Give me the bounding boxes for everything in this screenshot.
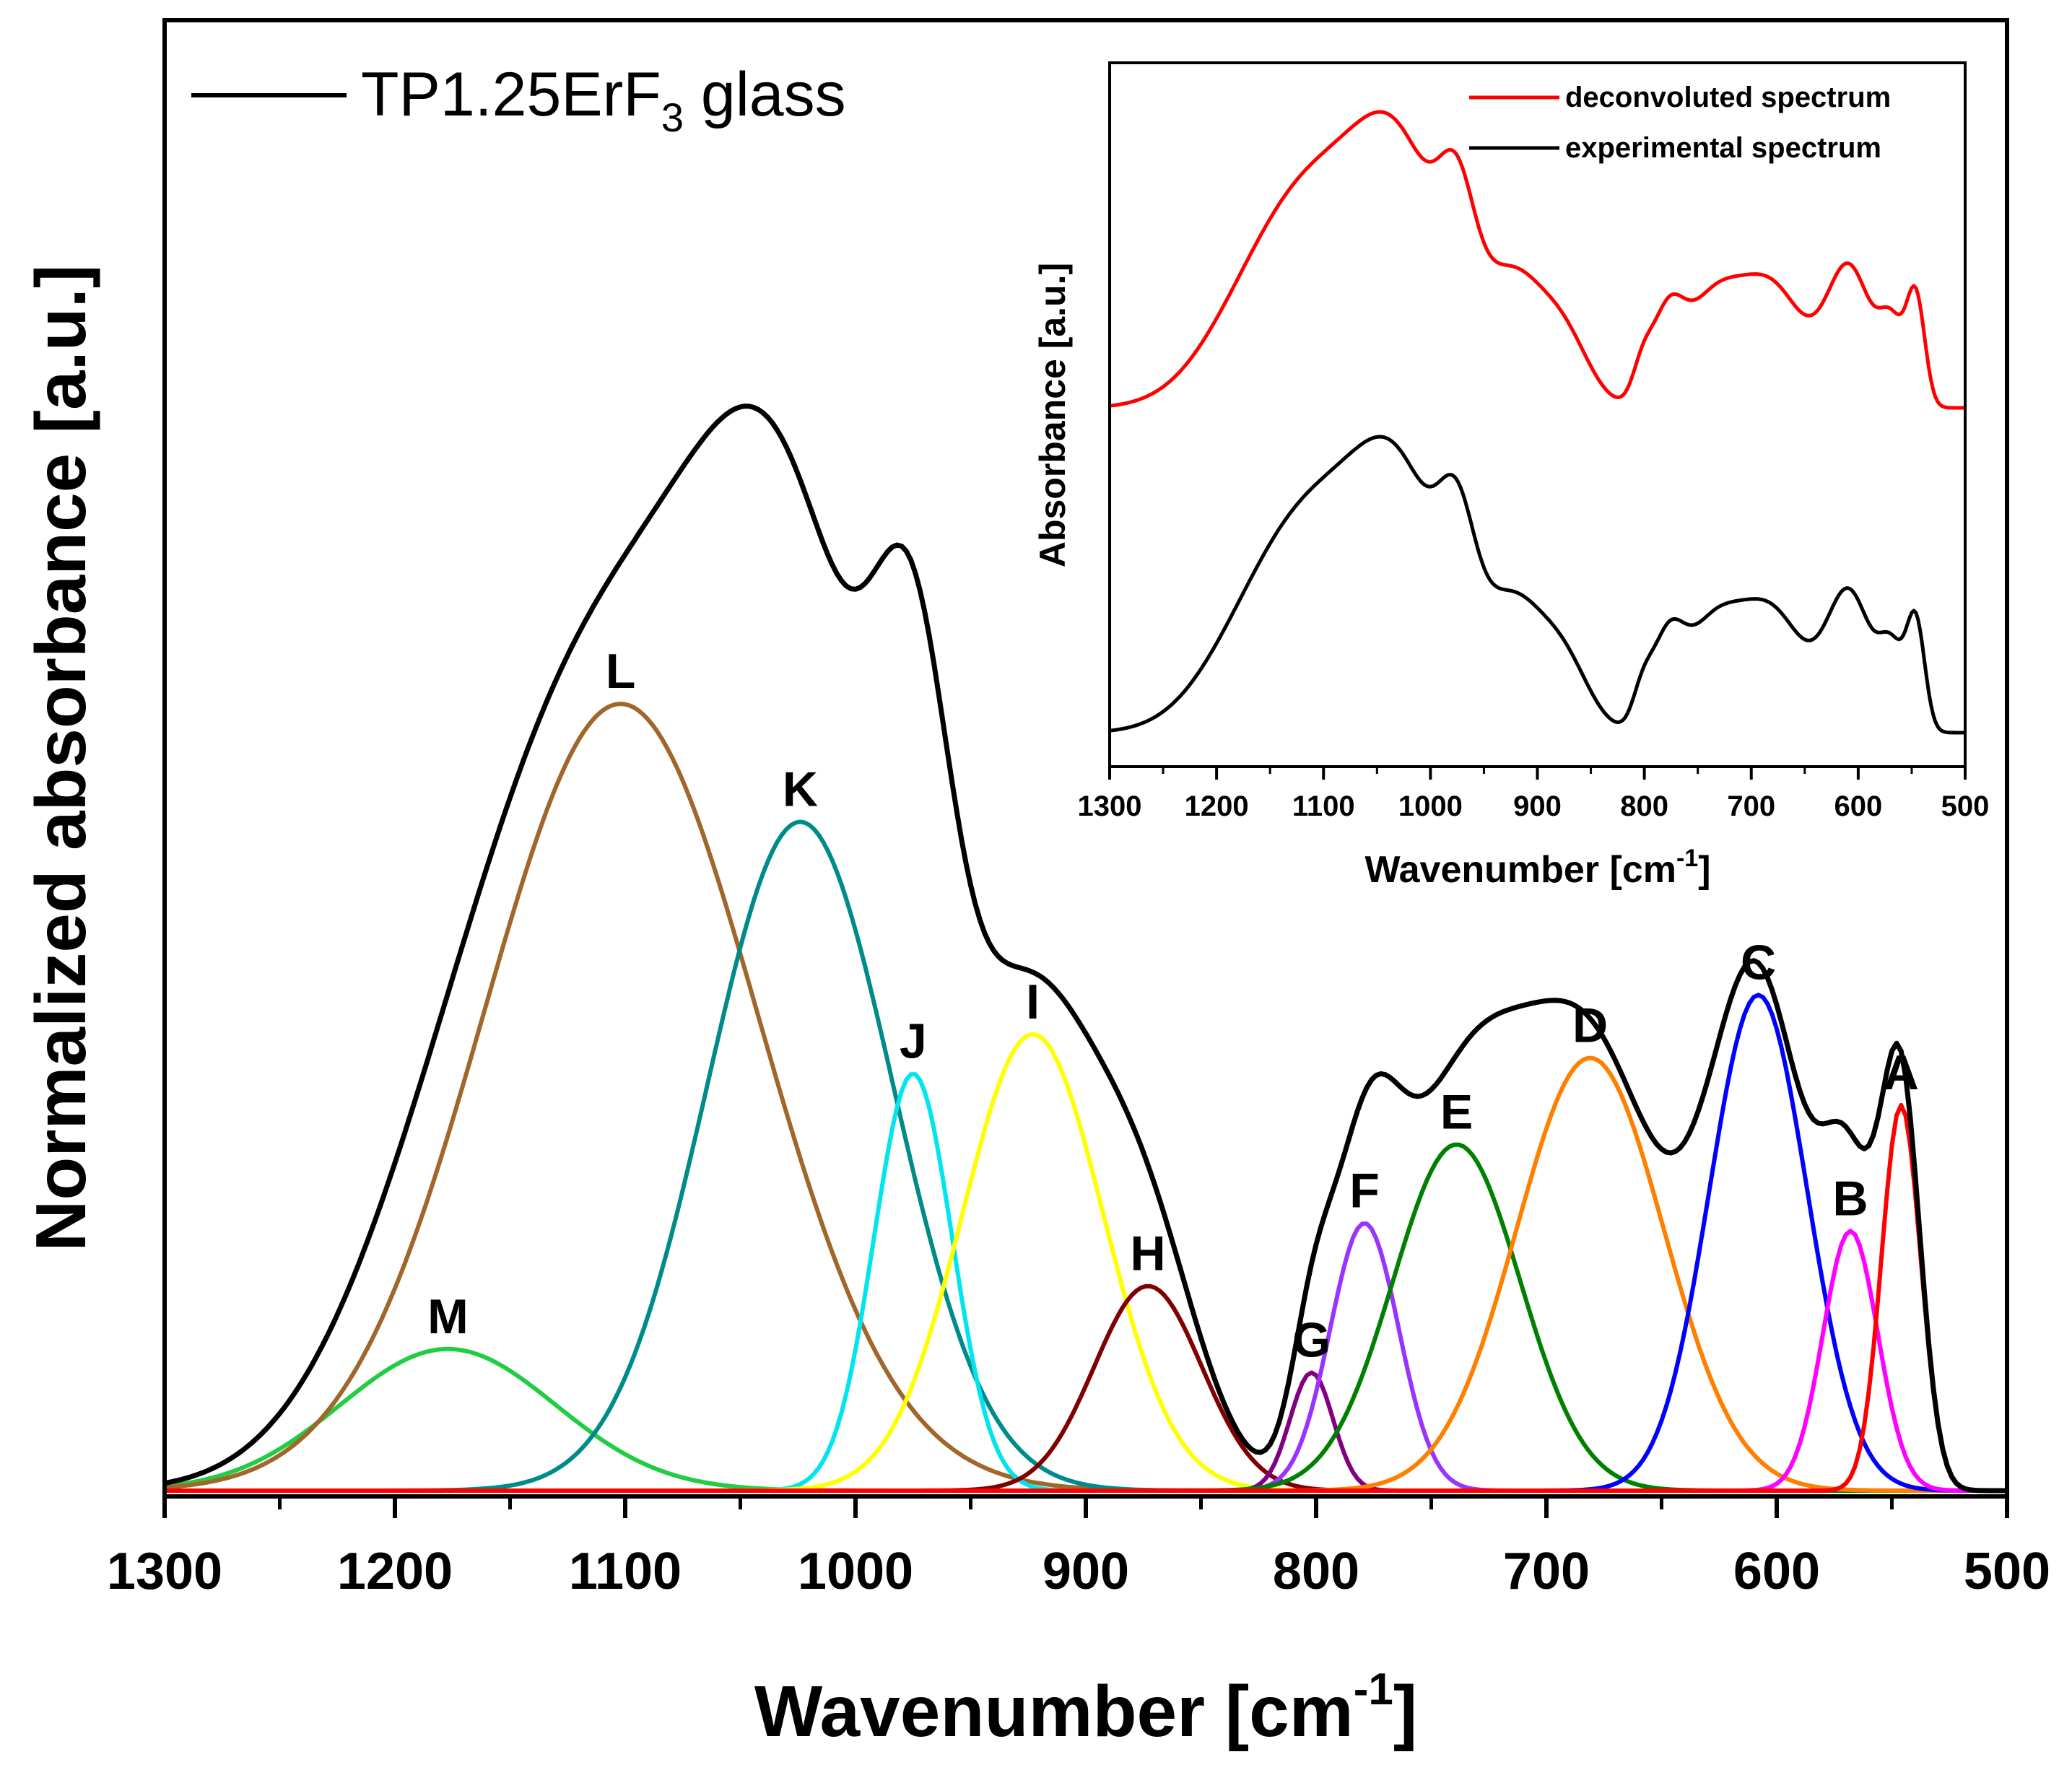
y-axis-title: Normalized absorbance [a.u.] — [21, 265, 100, 1252]
inset-x-tick-label: 1100 — [1292, 790, 1355, 822]
peak-label-j: J — [900, 1013, 927, 1068]
peak-label-h: H — [1131, 1226, 1166, 1281]
peak-label-b: B — [1833, 1171, 1868, 1226]
inset-x-tick-label: 600 — [1834, 790, 1883, 822]
peak-label-l: L — [606, 644, 636, 699]
peak-label-g: G — [1292, 1313, 1331, 1368]
inset-x-tick-label: 700 — [1727, 790, 1775, 822]
inset-plot-area — [1109, 110, 1965, 735]
x-tick-label: 600 — [1733, 1543, 1820, 1600]
legend-label-total: TP1.25ErF3 glass — [361, 60, 846, 140]
main-legend: TP1.25ErF3 glass — [191, 60, 846, 140]
inset-x-tick-label: 1300 — [1078, 790, 1142, 822]
peak-label-c: C — [1741, 935, 1776, 990]
peak-label-e: E — [1440, 1084, 1473, 1139]
inset-legend-label-deconvoluted: deconvoluted spectrum — [1565, 82, 1891, 113]
x-tick-label: 500 — [1964, 1543, 2050, 1600]
legend-text-main: TP1.25ErF — [361, 60, 661, 129]
x-axis-title: Wavenumber [cm-1] — [754, 1665, 1417, 1752]
peak-label-a: A — [1884, 1045, 1919, 1100]
inset-curve-experimental — [1109, 435, 1965, 735]
peak-label-i: I — [1026, 975, 1040, 1029]
peak-label-m: M — [427, 1289, 469, 1344]
inset-x-tick-label: 1200 — [1185, 790, 1249, 822]
inset-x-axis-title: Wavenumber [cm-1] — [1364, 845, 1710, 891]
x-tick-label: 1100 — [569, 1543, 682, 1600]
inset-x-tick-label: 500 — [1941, 790, 1990, 822]
peak-label-d: D — [1572, 998, 1608, 1053]
inset-y-axis-title: Absorbance [a.u.] — [1032, 263, 1073, 567]
total-spectrum-curve — [164, 404, 2007, 1494]
x-tick-label: 1200 — [337, 1543, 453, 1600]
x-tick-label: 800 — [1273, 1543, 1359, 1600]
inset-x-tick-label: 1000 — [1398, 790, 1463, 822]
x-axis-ticks: 1300 1200 1100 1000 900 800 700 600 500 — [107, 1496, 2050, 1600]
peak-label-k: K — [783, 762, 818, 817]
inset-legend-label-experimental: experimental spectrum — [1565, 132, 1881, 164]
peak-label-f: F — [1349, 1163, 1380, 1218]
inset-x-tick-label: 900 — [1513, 790, 1562, 822]
inset-x-axis-ticks: 1300 1200 1100 1000 900 800 700 600 500 — [1078, 767, 1990, 822]
x-tick-label: 700 — [1503, 1543, 1590, 1600]
peak-labels: A B C D E F G H I J K L M — [427, 644, 1919, 1368]
component-curve-a — [165, 1102, 2007, 1493]
x-tick-label: 900 — [1042, 1543, 1129, 1600]
x-tick-label: 1000 — [798, 1543, 913, 1600]
inset-background — [1110, 63, 1965, 767]
legend-text-sub: 3 — [661, 95, 684, 140]
inset-legend: deconvoluted spectrum experimental spect… — [1469, 82, 1891, 164]
inset: 1300 1200 1100 1000 900 800 700 600 500 deconvol… — [1032, 61, 1990, 891]
inset-x-tick-label: 800 — [1620, 790, 1668, 822]
inset-curve-deconvoluted — [1109, 110, 1965, 410]
main-plot-area — [164, 404, 2007, 1494]
legend-text-suffix: glass — [684, 60, 846, 129]
x-tick-label: 1300 — [107, 1543, 222, 1600]
